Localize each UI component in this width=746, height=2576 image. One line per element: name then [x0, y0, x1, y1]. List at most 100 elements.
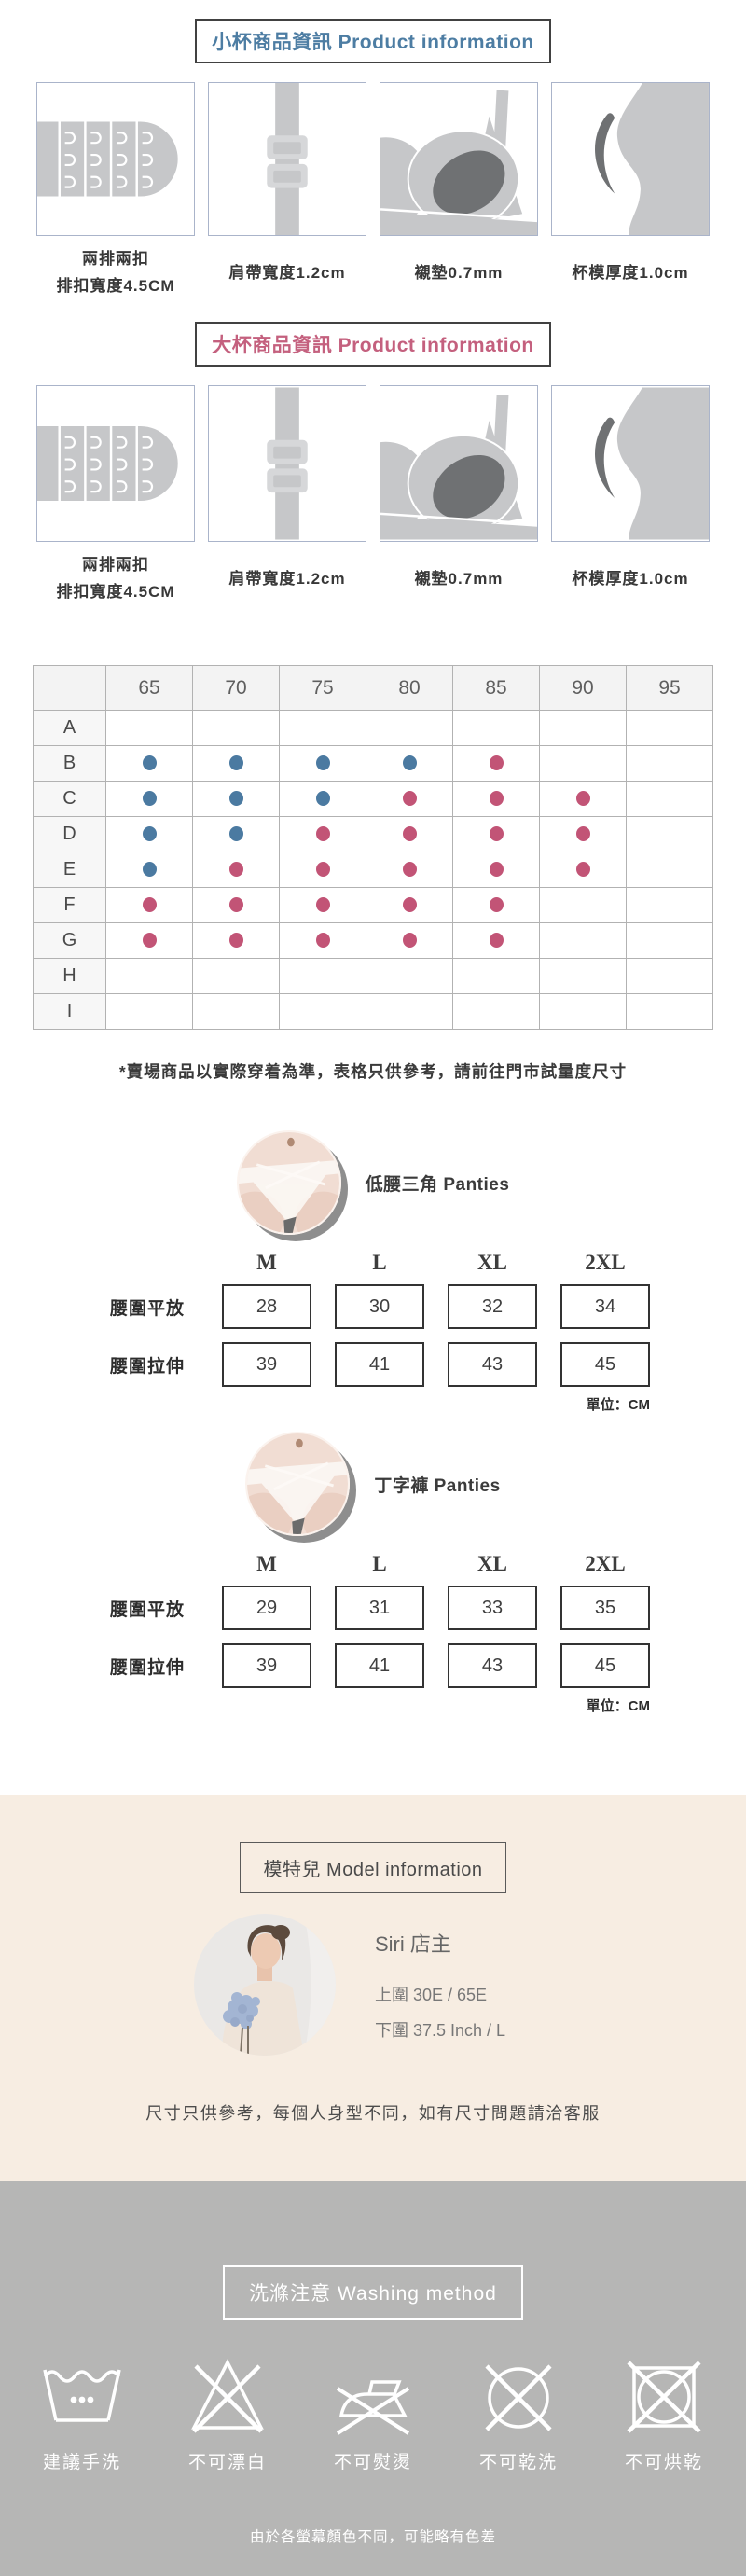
feature-card: 兩排兩扣 排扣寬度4.5CM — [36, 82, 195, 299]
panty-name: 低腰三角 Panties — [365, 1174, 510, 1195]
cup-row-I: I — [33, 993, 713, 1030]
availability-dot-pink — [489, 933, 504, 949]
feature-label-line: 排扣寬度4.5CM — [56, 583, 175, 601]
hook-and-eye-illustration — [36, 385, 195, 542]
wash-label: 建議手洗 — [42, 2453, 121, 2472]
cup-mold-illustration — [551, 82, 710, 236]
size-cell-65A — [105, 710, 193, 746]
cup-size-header: A — [33, 710, 106, 746]
size-cell-65B — [105, 745, 193, 782]
availability-dot-pink — [402, 897, 417, 913]
cup-row-D: D — [33, 816, 713, 852]
cup-size-header: H — [33, 958, 106, 994]
availability-dot-pink — [489, 897, 504, 913]
size-header: L — [372, 1251, 387, 1274]
unit-label: 單位：CM — [586, 1698, 650, 1714]
availability-dot-pink — [315, 897, 330, 913]
size-chart-note: *賣場商品以實際穿着為準，表格只供參考，請前往門市試量度尺寸 — [118, 1062, 628, 1081]
availability-dot-pink — [575, 791, 590, 807]
size-cell-70A — [192, 710, 280, 746]
size-cell-80H — [366, 958, 453, 994]
panties-photo — [245, 1432, 351, 1536]
size-cell-80F — [366, 887, 453, 923]
feature-label: 肩帶寬度1.2cm — [208, 551, 366, 605]
wash-item: 不可熨燙 — [321, 2347, 425, 2473]
measure-value: 33 — [448, 1586, 537, 1630]
size-cell-70F — [192, 887, 280, 923]
size-cell-70B — [192, 745, 280, 782]
size-cell-85I — [452, 993, 540, 1030]
measure-value: 31 — [335, 1586, 424, 1630]
availability-dot-blue — [142, 755, 157, 771]
no-iron-icon — [336, 2380, 410, 2435]
wash-label: 不可熨燙 — [333, 2453, 412, 2472]
cup-size-header: D — [33, 816, 106, 852]
size-cell-65C — [105, 781, 193, 817]
size-cell-90H — [539, 958, 627, 994]
measure-value: 45 — [560, 1643, 650, 1688]
panty-size-headers: M L XL 2XL — [0, 1251, 746, 1275]
size-cell-65I — [105, 993, 193, 1030]
size-header: 2XL — [585, 1251, 626, 1274]
feature-label-line: 兩排兩扣 — [82, 556, 149, 574]
feature-label: 肩帶寬度1.2cm — [208, 245, 366, 299]
cup-size-header: C — [33, 781, 106, 817]
measure-row: 腰圍拉伸 39 41 43 45 — [0, 1342, 746, 1387]
measure-value: 41 — [335, 1342, 424, 1387]
size-chart-corner — [33, 665, 106, 711]
measure-value: 32 — [448, 1284, 537, 1329]
big-cup-section-title: 大杯商品資訊 Product information — [212, 335, 534, 356]
cup-size-header: F — [33, 887, 106, 923]
availability-dot-pink — [575, 826, 590, 842]
size-header: M — [256, 1251, 277, 1274]
size-cell-75F — [279, 887, 366, 923]
measure-row: 腰圍平放 29 31 33 35 — [0, 1586, 746, 1630]
availability-dot-pink — [489, 862, 504, 878]
size-cell-65D — [105, 816, 193, 852]
panty-name: 丁字褲 Panties — [374, 1475, 501, 1496]
measure-value: 29 — [222, 1586, 311, 1630]
size-cell-90I — [539, 993, 627, 1030]
size-cell-85D — [452, 816, 540, 852]
cup-mold-illustration — [551, 385, 710, 542]
size-cell-90F — [539, 887, 627, 923]
model-details: Siri 店主 上圍 30E / 65E 下圍 37.5 Inch / L — [375, 1928, 552, 2042]
feature-label-line: 兩排兩扣 — [82, 250, 149, 268]
size-cell-70E — [192, 852, 280, 888]
bra-pad-illustration — [380, 82, 538, 236]
size-cell-70D — [192, 816, 280, 852]
size-cell-90E — [539, 852, 627, 888]
feature-card: 肩帶寬度1.2cm — [208, 82, 366, 299]
feature-label: 兩排兩扣 排扣寬度4.5CM — [36, 245, 195, 299]
feature-card: 襯墊0.7mm — [380, 82, 538, 299]
panty-size-headers: M L XL 2XL — [0, 1552, 746, 1576]
size-header: M — [256, 1552, 277, 1575]
model-info-header: 模特兒 Model information — [240, 1842, 506, 1893]
availability-dot-pink — [142, 933, 157, 949]
availability-dot-pink — [228, 862, 243, 878]
feature-label-line: 肩帶寬度1.2cm — [228, 263, 346, 282]
availability-dot-pink — [228, 933, 243, 949]
size-header: XL — [477, 1552, 507, 1575]
size-cell-65H — [105, 958, 193, 994]
availability-dot-pink — [315, 862, 330, 878]
availability-dot-pink — [402, 862, 417, 878]
feature-label-line: 肩帶寬度1.2cm — [228, 569, 346, 588]
size-cell-95F — [626, 887, 713, 923]
measure-label: 腰圍平放 — [109, 1298, 185, 1319]
size-cell-80A — [366, 710, 453, 746]
model-note: 尺寸只供參考，每個人身型不同，如有尺寸問題請洽客服 — [145, 2104, 601, 2123]
feature-card: 兩排兩扣 排扣寬度4.5CM — [36, 385, 195, 605]
size-cell-70I — [192, 993, 280, 1030]
measure-value: 39 — [222, 1342, 311, 1387]
shoulder-strap-illustration — [208, 82, 366, 236]
size-cell-95H — [626, 958, 713, 994]
model-underbust: 下圍 37.5 Inch / L — [375, 2021, 506, 2040]
size-cell-80D — [366, 816, 453, 852]
size-cell-80I — [366, 993, 453, 1030]
washing-header: 洗滌注意 Washing method — [223, 2265, 523, 2320]
size-cell-85H — [452, 958, 540, 994]
washing-title: 洗滌注意 Washing method — [249, 2283, 497, 2305]
band-size-header: 95 — [626, 665, 713, 711]
availability-dot-pink — [489, 791, 504, 807]
